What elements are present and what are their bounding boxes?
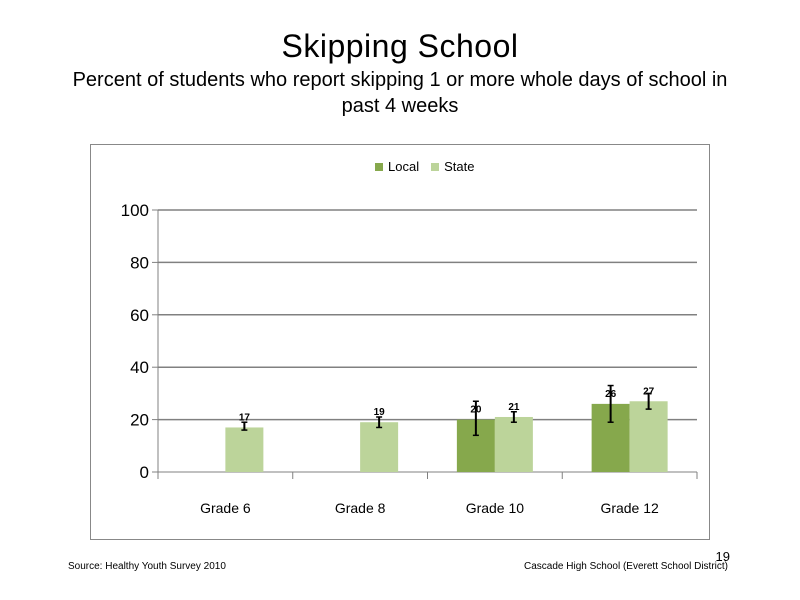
- bar-state: [225, 427, 264, 472]
- footer-source: Source: Healthy Youth Survey 2010: [68, 561, 226, 572]
- legend-swatch-local: [375, 162, 383, 171]
- chart-frame: [90, 144, 710, 540]
- data-label-local: 26: [605, 389, 617, 400]
- bar-state: [360, 422, 399, 472]
- y-tick-label: 60: [130, 306, 149, 325]
- slide-subtitle: Percent of students who report skipping …: [72, 69, 728, 117]
- data-label-local: 20: [470, 405, 482, 416]
- x-tick-label: Grade 10: [466, 500, 525, 516]
- data-label-state: 27: [643, 386, 655, 397]
- slide-title: Skipping School: [281, 28, 519, 64]
- bar-state: [629, 401, 668, 472]
- y-tick-label: 80: [130, 253, 149, 272]
- legend-item-state: State: [431, 159, 474, 174]
- data-label-state: 17: [239, 412, 251, 423]
- legend-label-state: State: [444, 159, 475, 174]
- data-label-state: 21: [508, 402, 520, 413]
- legend-swatch-state: [431, 162, 440, 171]
- y-tick-label: 40: [130, 358, 149, 377]
- page-number: 19: [715, 549, 730, 564]
- data-label-state: 19: [374, 407, 386, 418]
- bar-state: [494, 416, 533, 472]
- chart-legend: Local State: [375, 159, 486, 174]
- footer-school: Cascade High School (Everett School Dist…: [524, 561, 728, 572]
- y-tick-label: 100: [121, 201, 149, 220]
- y-tick-label: 20: [130, 411, 149, 430]
- legend-label-local: Local: [388, 159, 420, 174]
- y-tick-label: 0: [140, 463, 149, 482]
- x-tick-label: Grade 8: [335, 500, 386, 516]
- legend-item-local: Local: [375, 159, 419, 174]
- x-tick-label: Grade 6: [200, 500, 251, 516]
- x-tick-label: Grade 12: [600, 500, 659, 516]
